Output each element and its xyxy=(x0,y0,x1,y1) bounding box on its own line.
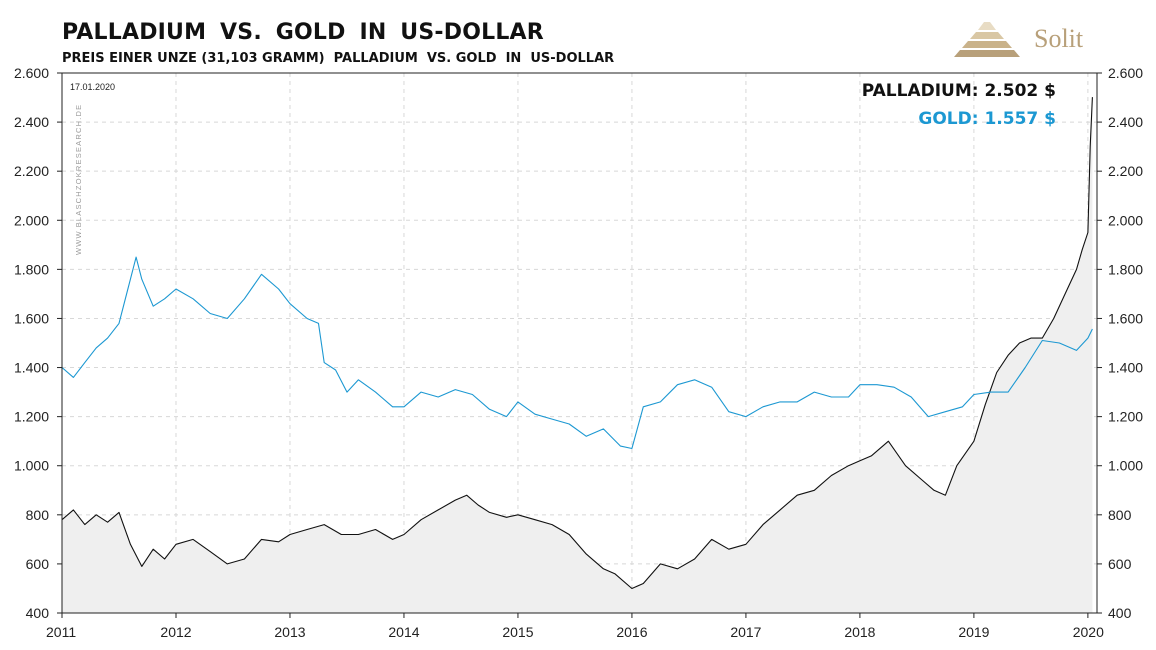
y-tick-label-left: 1.600 xyxy=(14,310,49,326)
logo-pyramid-icon xyxy=(954,22,1020,57)
y-tick-label-left: 1.800 xyxy=(14,261,49,277)
left-y-axis-labels: 400 600 800 1.000 1.200 1.400 1.600 1.800 2.000 2… xyxy=(14,65,49,621)
y-tick-label-right: 1.200 xyxy=(1108,409,1143,425)
x-axis-labels: 2011 2012 2013 2014 2015 2016 2017 2018 2019 2020 xyxy=(46,624,1104,640)
x-tick-label: 2016 xyxy=(616,624,647,640)
x-tick-label: 2018 xyxy=(844,624,875,640)
y-tick-label-left: 400 xyxy=(26,605,50,621)
y-tick-label-right: 1.600 xyxy=(1108,310,1143,326)
x-tick-label: 2020 xyxy=(1073,624,1104,640)
x-tick-label: 2015 xyxy=(502,624,533,640)
y-tick-label-right: 2.200 xyxy=(1108,163,1143,179)
y-tick-label-right: 2.000 xyxy=(1108,212,1143,228)
y-tick-label-right: 1.800 xyxy=(1108,261,1143,277)
x-tick-label: 2011 xyxy=(46,624,76,640)
y-tick-label-right: 1.000 xyxy=(1108,458,1143,474)
x-tick-label: 2017 xyxy=(730,624,761,640)
series-line-gold xyxy=(61,256,1093,450)
y-tick-label-left: 800 xyxy=(26,507,50,523)
palladium-area-fill xyxy=(62,97,1093,614)
y-tick-label-left: 2.600 xyxy=(14,65,49,81)
x-tick-label: 2019 xyxy=(958,624,989,640)
series-line-palladium xyxy=(61,97,1093,590)
y-tick-label-left: 600 xyxy=(26,556,50,572)
watermark-text: WWW.BLASCHZOKRESEARCH.DE xyxy=(74,104,83,255)
y-tick-label-right: 2.600 xyxy=(1108,65,1143,81)
date-stamp: 17.01.2020 xyxy=(70,82,115,92)
y-tick-label-left: 2.400 xyxy=(14,114,49,130)
y-tick-label-right: 600 xyxy=(1108,556,1132,572)
y-tick-label-right: 1.400 xyxy=(1108,360,1143,376)
legend-gold: GOLD: 1.557 $ xyxy=(918,109,1056,129)
x-tick-label: 2014 xyxy=(388,624,419,640)
y-tick-label-left: 2.000 xyxy=(14,212,49,228)
y-tick-label-right: 800 xyxy=(1108,507,1132,523)
axes xyxy=(57,72,1102,618)
x-tick-label: 2013 xyxy=(274,624,305,640)
chart-subtitle: PREIS EINER UNZE (31,103 GRAMM) PALLADIU… xyxy=(62,51,615,66)
y-tick-label-left: 2.200 xyxy=(14,163,49,179)
right-y-axis-labels: 400 600 800 1.000 1.200 1.400 1.600 1.800 2.000 2… xyxy=(1108,65,1143,621)
x-tick-label: 2012 xyxy=(160,624,191,640)
y-tick-label-right: 2.400 xyxy=(1108,114,1143,130)
chart-title: PALLADIUM VS. GOLD IN US-DOLLAR xyxy=(62,20,544,45)
series-lines xyxy=(61,97,1093,590)
y-tick-label-left: 1.200 xyxy=(14,409,49,425)
y-tick-label-right: 400 xyxy=(1108,605,1132,621)
y-tick-label-left: 1.000 xyxy=(14,458,49,474)
palladium-area xyxy=(62,97,1093,614)
legend-palladium: PALLADIUM: 2.502 $ xyxy=(862,81,1056,101)
y-tick-label-left: 1.400 xyxy=(14,360,49,376)
logo-text: Solit xyxy=(1034,24,1084,53)
